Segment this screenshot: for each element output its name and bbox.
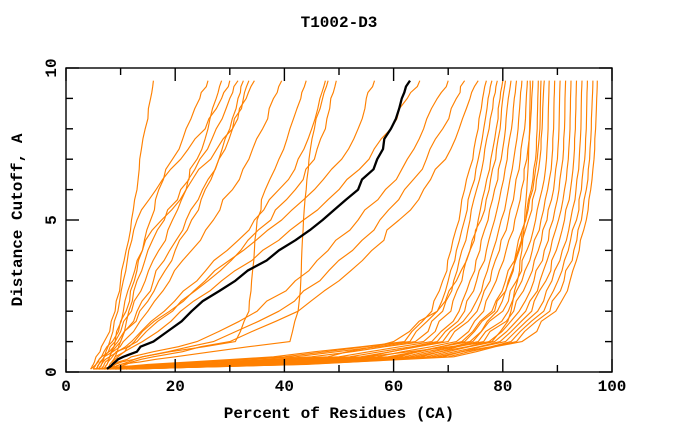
y-tick-label: 5 (43, 215, 61, 225)
model-curve (95, 80, 283, 370)
model-curve (90, 80, 244, 370)
model-curve (95, 80, 493, 370)
model-curve (134, 80, 598, 370)
model-curve (115, 80, 545, 370)
axes-layer: 0 20 40 60 80 100 0 5 10 (43, 58, 626, 396)
x-axis-label: Percent of Residues (CA) (224, 405, 454, 423)
model-curve (95, 80, 239, 370)
model-curve (106, 80, 523, 370)
model-curve (98, 80, 498, 370)
model-curve (93, 80, 487, 370)
model-curve (109, 80, 449, 370)
model-curve (112, 80, 466, 370)
model-curve (103, 80, 255, 370)
model-curve (93, 80, 531, 370)
model-curve (109, 80, 329, 370)
x-tick-label: 40 (275, 378, 294, 396)
model-curve (98, 80, 326, 370)
y-axis-label: Distance Cutoff, A (9, 133, 27, 306)
y-tick-label: 10 (43, 58, 61, 77)
x-tick-label: 80 (493, 378, 512, 396)
model-curve (106, 80, 337, 370)
plot-border (65, 67, 613, 373)
chart-title: T1002-D3 (301, 14, 378, 32)
model-curve (103, 80, 376, 370)
model-curve (131, 80, 588, 370)
x-tick-label: 60 (384, 378, 403, 396)
model-curve (98, 80, 504, 370)
highlighted-model-curve (106, 79, 411, 370)
model-curves-layer (90, 79, 598, 370)
model-curve (104, 80, 512, 370)
y-tick-label: 0 (43, 367, 61, 377)
model-curve (90, 80, 154, 370)
model-curve (114, 80, 479, 370)
x-tick-label: 20 (166, 378, 185, 396)
model-curve (126, 80, 578, 370)
x-tick-label: 0 (61, 378, 71, 396)
x-tick-label: 100 (598, 378, 627, 396)
model-curve (109, 80, 528, 370)
